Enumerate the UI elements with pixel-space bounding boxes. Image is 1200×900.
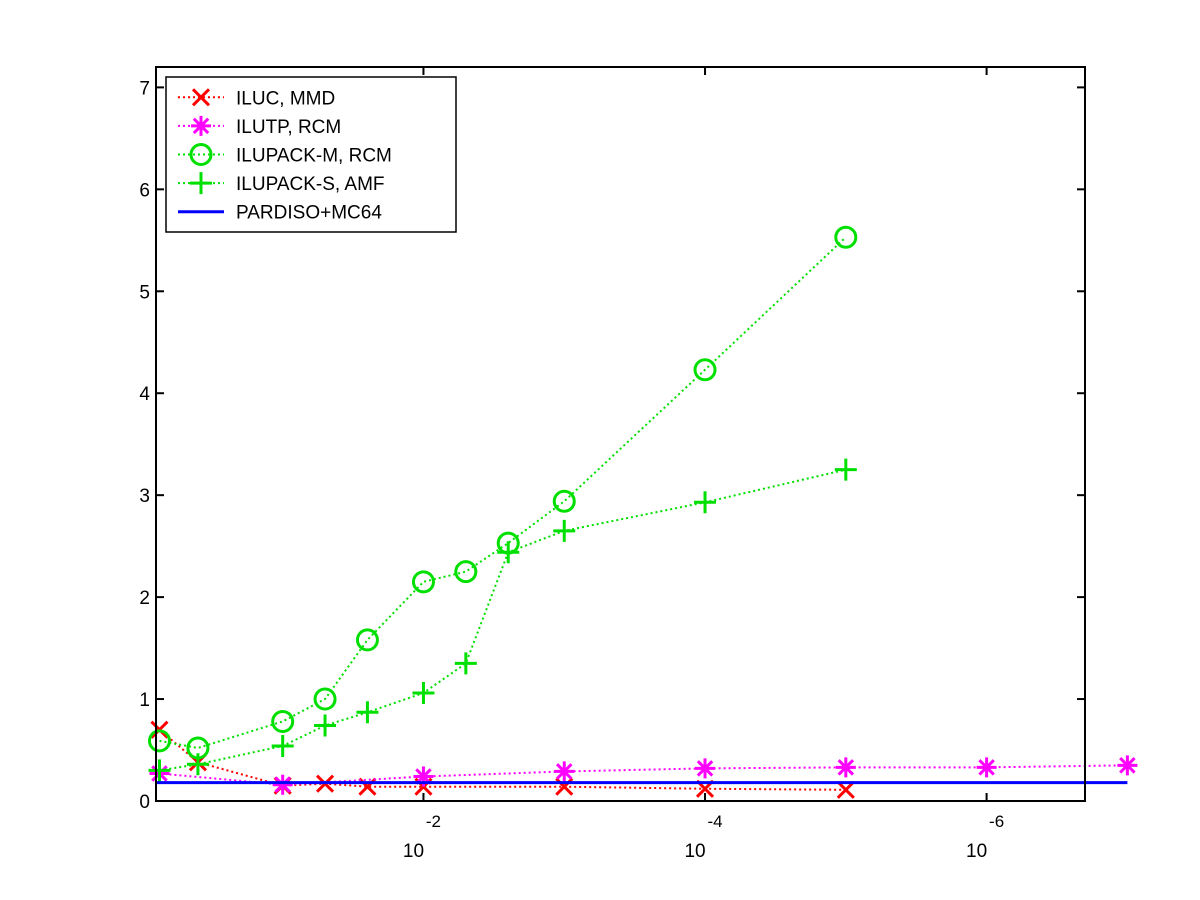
data-point-ilutp-rcm-5 — [835, 757, 856, 778]
legend-marker-ilupack-s-amf — [190, 172, 212, 195]
data-point-ilupack-s-amf-10 — [834, 458, 857, 481]
data-point-ilupack-m-rcm-6 — [454, 560, 478, 584]
data-point-ilupack-m-rcm-2 — [271, 709, 295, 733]
series-line-iluc-mmd — [158, 728, 846, 791]
legend-entry-iluc-mmd: ILUC, MMD — [178, 88, 335, 109]
legend-label-ilupack-s-amf: ILUPACK-S, AMF — [236, 174, 385, 195]
y-tick-label-5: 5 — [139, 282, 150, 303]
legend-entry-pardiso-mc64: PARDISO+MC64 — [178, 203, 382, 224]
series-line-ilupack-s-amf — [159, 468, 847, 772]
plot-frame — [155, 66, 1086, 802]
data-point-ilupack-s-amf-1 — [186, 753, 209, 776]
legend-label-iluc-mmd: ILUC, MMD — [236, 88, 335, 109]
data-point-ilutp-rcm-2 — [413, 766, 434, 787]
data-point-ilupack-m-rcm-9 — [693, 358, 717, 382]
series-line-ilutp-rcm — [159, 764, 1128, 786]
y-tick-label-6: 6 — [139, 180, 150, 201]
y-tick-label-1: 1 — [139, 690, 150, 711]
legend-entry-ilutp-rcm: ILUTP, RCM — [178, 115, 341, 138]
legend-entry-ilupack-m-rcm: ILUPACK-M, RCM — [178, 143, 392, 167]
data-point-ilupack-s-amf-9 — [694, 491, 717, 514]
x-tick-base-4: 10 — [684, 841, 705, 862]
data-point-ilupack-m-rcm-5 — [411, 570, 435, 594]
series-ilupack-s-amf — [148, 458, 857, 782]
data-point-iluc-mmd-4 — [358, 777, 377, 796]
data-point-ilupack-m-rcm-10 — [834, 225, 858, 249]
data-point-ilupack-m-rcm-0 — [147, 729, 171, 753]
x-tick-base-6: 10 — [966, 841, 987, 862]
series-ilupack-m-rcm — [147, 225, 858, 760]
data-point-ilutp-rcm-3 — [554, 761, 575, 782]
data-point-ilupack-s-amf-6 — [454, 652, 477, 675]
series-ilutp-rcm — [149, 755, 1138, 795]
legend-marker-ilutp-rcm — [191, 115, 211, 136]
x-tick-exponent-2: -2 — [426, 812, 441, 831]
x-tick-base-2: 10 — [403, 841, 424, 862]
data-point-ilupack-s-amf-4 — [356, 701, 379, 724]
legend-label-pardiso-mc64: PARDISO+MC64 — [236, 203, 382, 224]
data-point-ilupack-s-amf-8 — [553, 519, 576, 542]
data-point-ilupack-s-amf-0 — [148, 759, 171, 782]
legend-entry-ilupack-s-amf: ILUPACK-S, AMF — [178, 172, 385, 195]
x-tick-exponent-6: -6 — [989, 812, 1004, 831]
data-point-ilutp-rcm-7 — [1117, 755, 1138, 776]
data-point-iluc-mmd-8 — [836, 780, 855, 799]
legend: ILUC, MMD ILUTP, RCM ILUPACK-M, RCM ILUPACK… — [165, 76, 457, 233]
data-point-ilupack-s-amf-3 — [314, 714, 337, 737]
y-tick-label-4: 4 — [139, 384, 150, 405]
data-point-ilupack-m-rcm-8 — [552, 489, 576, 513]
y-tick-label-7: 7 — [139, 78, 150, 99]
y-tick-label-2: 2 — [139, 588, 150, 609]
data-point-ilupack-s-amf-2 — [271, 734, 294, 757]
y-tick-label-0: 0 — [139, 792, 150, 813]
legend-label-ilutp-rcm: ILUTP, RCM — [236, 117, 341, 138]
legend-marker-ilupack-m-rcm — [189, 143, 213, 166]
data-point-ilupack-s-amf-5 — [412, 681, 435, 704]
data-point-ilutp-rcm-4 — [695, 758, 716, 779]
legend-marker-iluc-mmd — [191, 88, 211, 107]
data-point-ilutp-rcm-6 — [976, 757, 997, 778]
x-tick-exponent-4: -4 — [707, 812, 722, 831]
data-point-ilupack-s-amf-7 — [497, 541, 520, 564]
series-iluc-mmd — [150, 720, 855, 799]
series-layer — [147, 225, 1138, 799]
legend-label-ilupack-m-rcm: ILUPACK-M, RCM — [236, 146, 392, 167]
data-point-ilupack-m-rcm-3 — [313, 687, 337, 711]
y-tick-label-3: 3 — [139, 486, 150, 507]
series-line-ilupack-m-rcm — [159, 236, 847, 750]
data-point-ilupack-m-rcm-4 — [355, 628, 379, 652]
data-point-ilutp-rcm-1 — [272, 774, 293, 795]
